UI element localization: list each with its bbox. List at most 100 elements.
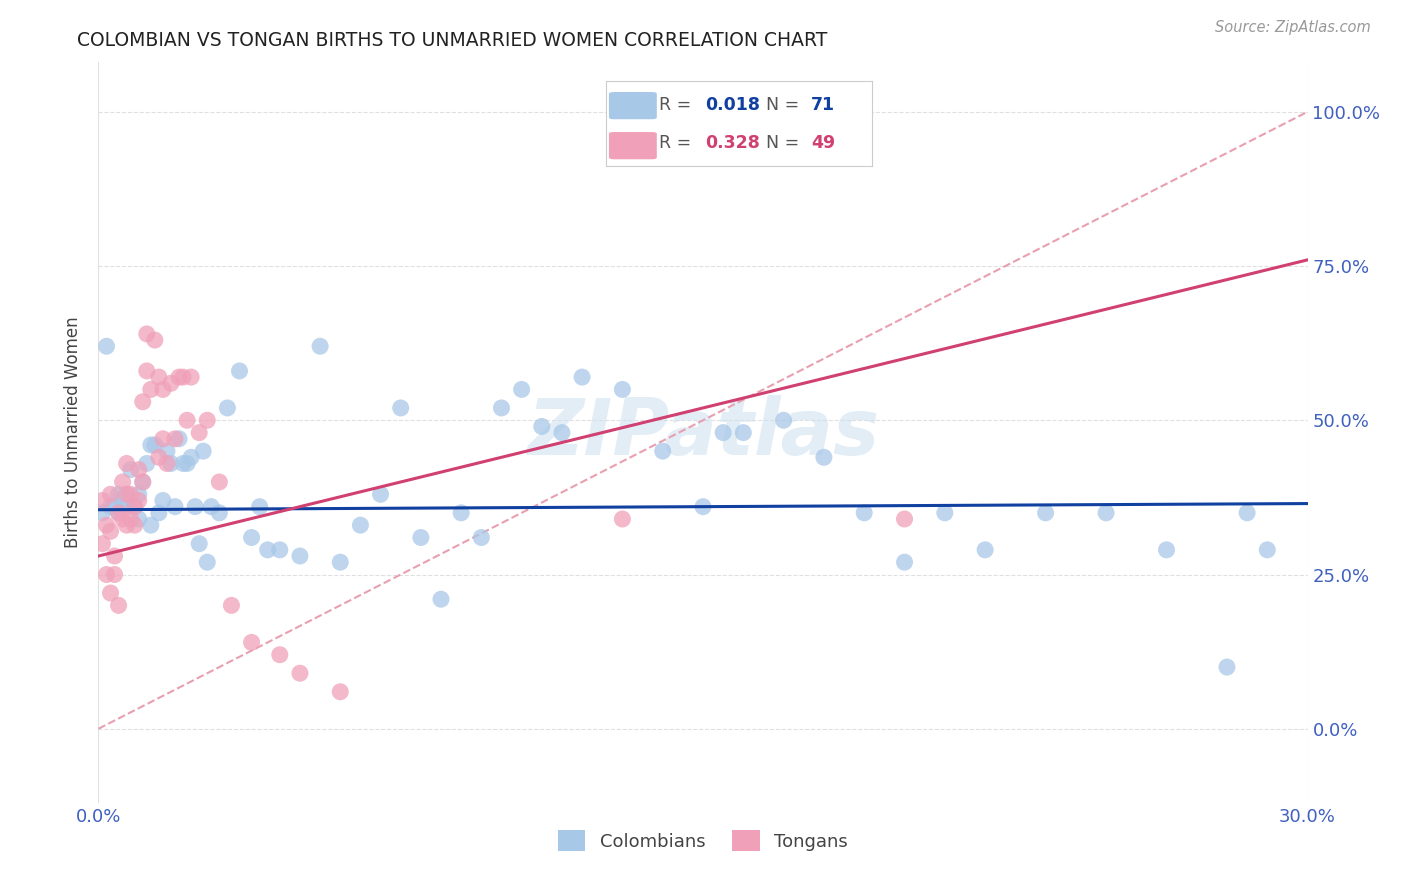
Point <box>651 444 673 458</box>
Point <box>188 536 211 550</box>
Point <box>813 450 835 465</box>
Point <box>107 506 129 520</box>
Point <box>208 506 231 520</box>
Point <box>124 500 146 514</box>
Point <box>228 364 250 378</box>
Text: Source: ZipAtlas.com: Source: ZipAtlas.com <box>1215 20 1371 35</box>
Point <box>91 493 114 508</box>
Point <box>571 370 593 384</box>
Point <box>111 493 134 508</box>
Point <box>195 413 218 427</box>
Legend: Colombians, Tongans: Colombians, Tongans <box>551 823 855 858</box>
Point <box>180 370 202 384</box>
Point <box>934 506 956 520</box>
Point <box>195 555 218 569</box>
Point <box>176 457 198 471</box>
Y-axis label: Births to Unmarried Women: Births to Unmarried Women <box>65 317 83 549</box>
Point <box>491 401 513 415</box>
Text: COLOMBIAN VS TONGAN BIRTHS TO UNMARRIED WOMEN CORRELATION CHART: COLOMBIAN VS TONGAN BIRTHS TO UNMARRIED … <box>77 31 828 50</box>
Point <box>450 506 472 520</box>
Point <box>612 383 634 397</box>
Point <box>249 500 271 514</box>
Point <box>91 536 114 550</box>
Point <box>349 518 371 533</box>
Point <box>156 444 179 458</box>
Point <box>100 487 122 501</box>
Point <box>128 462 150 476</box>
Point <box>156 457 179 471</box>
Point <box>135 364 157 378</box>
Point <box>120 512 142 526</box>
Point <box>240 531 263 545</box>
Point <box>184 500 207 514</box>
Point <box>163 432 186 446</box>
Point <box>135 457 157 471</box>
Point <box>288 549 311 563</box>
Point <box>893 512 915 526</box>
Point <box>193 444 215 458</box>
Point <box>269 542 291 557</box>
Point <box>103 567 125 582</box>
Point <box>124 500 146 514</box>
Point <box>103 549 125 563</box>
Point <box>510 383 533 397</box>
Point <box>143 438 166 452</box>
Point <box>163 500 186 514</box>
Point <box>370 487 392 501</box>
Point <box>1236 506 1258 520</box>
Point <box>221 599 243 613</box>
Point <box>152 383 174 397</box>
Point <box>208 475 231 489</box>
Point <box>160 457 183 471</box>
Point <box>96 518 118 533</box>
Point <box>853 506 876 520</box>
Point <box>115 518 138 533</box>
Point <box>111 475 134 489</box>
Point <box>132 394 155 409</box>
Point <box>217 401 239 415</box>
Point <box>132 475 155 489</box>
Point <box>1035 506 1057 520</box>
Point <box>180 450 202 465</box>
Point <box>148 506 170 520</box>
Point <box>288 666 311 681</box>
Point <box>470 531 492 545</box>
Point <box>139 383 162 397</box>
Point <box>329 555 352 569</box>
Point <box>389 401 412 415</box>
Point <box>139 518 162 533</box>
Point <box>100 524 122 539</box>
Point <box>430 592 453 607</box>
Point <box>893 555 915 569</box>
Point <box>115 487 138 501</box>
Point <box>100 500 122 514</box>
Point <box>692 500 714 514</box>
Point <box>128 487 150 501</box>
Point <box>152 432 174 446</box>
Point <box>612 512 634 526</box>
Point <box>240 635 263 649</box>
Point <box>530 419 553 434</box>
Point <box>1156 542 1178 557</box>
Point <box>100 586 122 600</box>
Point <box>1095 506 1118 520</box>
Point <box>107 599 129 613</box>
Text: ZIPatlas: ZIPatlas <box>527 394 879 471</box>
Point <box>148 450 170 465</box>
Point <box>111 512 134 526</box>
Point <box>115 487 138 501</box>
Point <box>96 567 118 582</box>
Point <box>160 376 183 391</box>
Point <box>115 500 138 514</box>
Point <box>107 487 129 501</box>
Point <box>128 512 150 526</box>
Point <box>551 425 574 440</box>
Point <box>309 339 332 353</box>
Point <box>91 506 114 520</box>
Point <box>128 493 150 508</box>
Point <box>409 531 432 545</box>
Point <box>107 506 129 520</box>
Point <box>176 413 198 427</box>
Point <box>200 500 222 514</box>
Point <box>120 462 142 476</box>
